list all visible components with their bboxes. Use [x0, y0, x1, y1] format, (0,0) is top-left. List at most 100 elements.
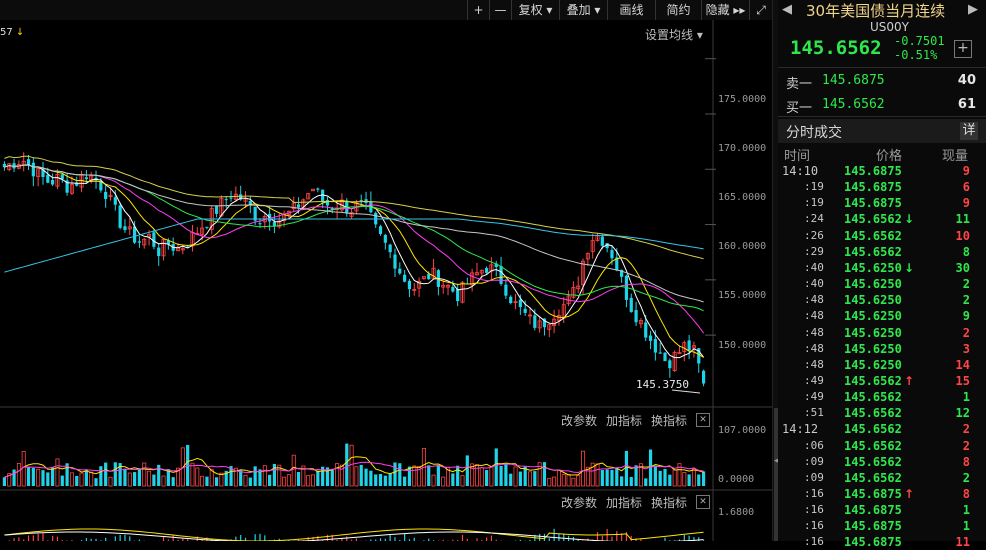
candle: [634, 310, 638, 323]
add-watchlist-icon[interactable]: +: [954, 40, 972, 58]
candle: [441, 284, 446, 288]
candle: [258, 223, 262, 225]
volume-bar: [171, 477, 175, 486]
candle: [509, 296, 513, 304]
tick-row: :48 145.6250 2: [778, 292, 986, 308]
candle: [152, 232, 156, 247]
ma-value-label: 57 ↓: [0, 27, 25, 38]
candle: [65, 180, 69, 193]
volume-bar: [441, 476, 446, 487]
volume-bar: [600, 469, 604, 486]
bid-price: 145.6562: [822, 97, 885, 112]
detail-button[interactable]: 详: [960, 122, 978, 140]
kline-chart[interactable]: 57 ↓ 设置均线 ▾ 175.0000 170.0000 165.0000 1…: [0, 20, 772, 541]
volume-bar: [552, 476, 557, 487]
volume-bar: [677, 463, 682, 487]
volume-bar: [268, 474, 272, 486]
zoom-out-button[interactable]: —: [489, 0, 511, 20]
tick-time: :40: [804, 260, 824, 274]
draw-line-button[interactable]: 画线: [607, 0, 655, 20]
candle: [446, 284, 451, 288]
volume-bar: [417, 465, 422, 487]
tick-price: 145.6250: [844, 277, 902, 292]
candle: [590, 240, 595, 252]
volume-bar: [147, 470, 152, 487]
volume-bar: [161, 475, 166, 487]
volume-bar: [629, 476, 633, 486]
volume-bar: [451, 473, 455, 486]
volume-switch-indicator-button[interactable]: 换指标: [651, 414, 688, 428]
indicator-add-indicator-button[interactable]: 加指标: [606, 496, 643, 510]
candle: [46, 174, 50, 183]
volume-bar: [354, 466, 359, 487]
panel-splitter[interactable]: ◂: [772, 0, 779, 541]
tick-volume: 8: [962, 454, 970, 469]
volume-bar: [576, 475, 581, 487]
candle: [359, 200, 363, 202]
candle: [638, 320, 643, 325]
instrument-title: 30年美国债当月连续: [806, 2, 946, 20]
hide-panel-button[interactable]: 隐藏 ▸▸: [701, 0, 749, 20]
scrollbar-thumb[interactable]: [774, 408, 778, 541]
overlay-menu[interactable]: 叠加 ▾: [559, 0, 607, 20]
adjust-menu[interactable]: 复权 ▾: [511, 0, 559, 20]
fullscreen-icon[interactable]: ⤢: [749, 0, 772, 20]
tick-time: :51: [804, 406, 824, 420]
price-axis-label: 160.0000: [718, 241, 767, 252]
volume-bar: [133, 472, 137, 486]
ma-settings-button[interactable]: 设置均线 ▾: [645, 28, 703, 42]
candle: [427, 273, 431, 280]
collapse-icon[interactable]: ◂: [774, 456, 779, 466]
tick-volume: 9: [962, 309, 970, 324]
volume-bar: [277, 464, 282, 487]
candle: [51, 179, 55, 185]
tick-row: :16 145.6875 11: [778, 534, 986, 550]
indicator-edit-params-button[interactable]: 改参数: [561, 496, 598, 510]
volume-bar: [542, 462, 547, 486]
tick-row: :48 145.6250 14: [778, 357, 986, 373]
tick-row: :51 145.6562 12: [778, 405, 986, 421]
candle: [470, 272, 475, 286]
simple-mode-button[interactable]: 简约: [655, 0, 701, 20]
price-change-pct: -0.51%: [894, 48, 938, 62]
volume-bar: [571, 477, 576, 487]
zoom-in-button[interactable]: +: [467, 0, 489, 20]
candle: [7, 163, 12, 170]
volume-bar: [595, 463, 600, 487]
close-icon[interactable]: ✕: [696, 495, 710, 509]
candle: [2, 163, 7, 168]
candle: [296, 204, 301, 208]
volume-edit-params-button[interactable]: 改参数: [561, 414, 598, 428]
volume-bar: [321, 466, 325, 486]
volume-bar: [378, 474, 383, 486]
volume-add-indicator-button[interactable]: 加指标: [606, 414, 643, 428]
chart-canvas: [0, 20, 772, 541]
tick-price: 145.6562: [844, 390, 902, 405]
tick-volume: 1: [962, 519, 970, 534]
volume-bar: [369, 470, 373, 486]
tick-price: 145.6875: [844, 487, 902, 501]
volume-bar: [533, 471, 537, 486]
volume-bar: [644, 478, 648, 486]
candle: [118, 205, 122, 228]
volume-axis-label: 0.0000: [718, 474, 755, 485]
tick-time: :09: [804, 454, 824, 468]
tick-row: 14:12 145.6562 2: [778, 421, 986, 437]
prev-instrument-icon[interactable]: ◀: [782, 2, 792, 17]
tick-time: :48: [804, 357, 824, 371]
tick-row: :40 145.6250 ↓ 30: [778, 260, 986, 276]
volume-bar: [335, 463, 340, 487]
candle: [677, 351, 682, 354]
candle: [605, 243, 609, 249]
indicator-switch-indicator-button[interactable]: 换指标: [651, 496, 688, 510]
candle: [417, 280, 422, 289]
candle: [31, 162, 35, 177]
tick-row: :49 145.6562 1: [778, 389, 986, 405]
volume-bar: [316, 470, 320, 486]
next-instrument-icon[interactable]: ▶: [968, 2, 978, 17]
last-price-pointer: [671, 389, 701, 394]
volume-bar: [12, 469, 16, 486]
volume-bar: [494, 448, 498, 486]
tick-price: 145.6875: [844, 519, 902, 534]
close-icon[interactable]: ✕: [696, 413, 710, 427]
